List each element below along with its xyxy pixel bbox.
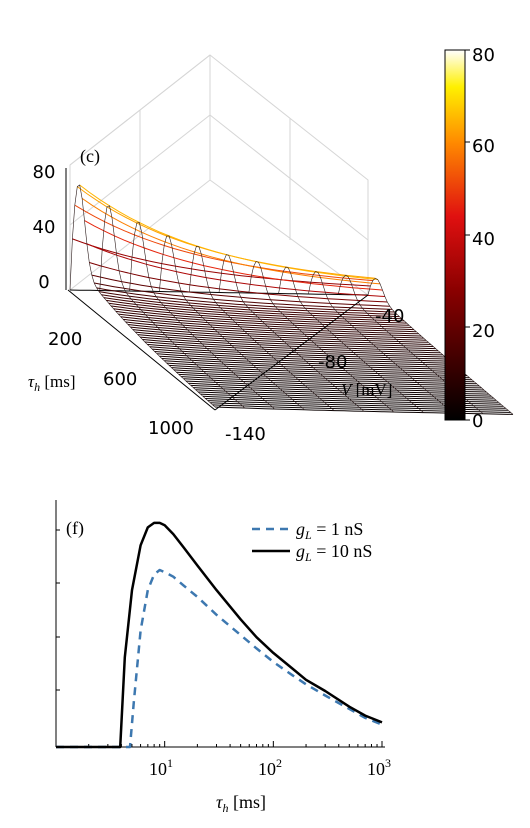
- v-tick-m80: -80: [318, 352, 347, 373]
- tau-tick-200: 200: [48, 329, 82, 350]
- colorbar-gradient: [444, 49, 466, 421]
- panel-f: (f) gL = 1 nS gL = 10 nS 101 102 103 τh …: [55, 500, 391, 815]
- tau-axis: 200 600 1000 τh [ms]: [28, 289, 216, 439]
- surface-line: [86, 243, 385, 297]
- panel-c: 80 40 0 (c) 200 600 1000 τh [ms] -40 -80…: [28, 45, 514, 445]
- v-tick-m40: -40: [375, 306, 404, 327]
- colorbar-tick-80: 80: [472, 45, 495, 66]
- series-line-gl-10ns: [56, 521, 383, 749]
- z-tick-80: 80: [33, 162, 56, 183]
- f-x-axis-label: τh [ms]: [216, 792, 266, 815]
- tau-tick-1000: 1000: [148, 418, 194, 439]
- legend-label-10nS: gL = 10 nS: [296, 541, 372, 564]
- colorbar-tick-40: 40: [472, 229, 495, 250]
- panel-c-label: (c): [80, 146, 100, 167]
- tau-tick-600: 600: [103, 369, 137, 390]
- surface-line: [72, 238, 371, 287]
- surface-mesh: [69, 184, 514, 415]
- v-tick-m140: -140: [225, 424, 266, 445]
- surface-line: [129, 222, 275, 410]
- surface-line: [278, 266, 424, 413]
- colorbar-tick-60: 60: [472, 136, 495, 157]
- surface-line: [99, 205, 245, 409]
- surface-line: [218, 254, 365, 412]
- f-xtick-10-3: 103: [367, 756, 391, 779]
- z-axis: 80 40 0: [33, 162, 67, 293]
- legend: gL = 1 nS gL = 10 nS: [252, 519, 372, 564]
- tau-axis-label: τh [ms]: [28, 372, 76, 394]
- panel-f-label: (f): [66, 518, 84, 539]
- colorbar-tick-0: 0: [472, 411, 483, 432]
- legend-label-1nS: gL = 1 nS: [296, 519, 363, 542]
- colorbar-tick-20: 20: [472, 321, 495, 342]
- surface-line: [74, 204, 373, 282]
- f-xtick-10-1: 101: [149, 756, 173, 779]
- surface-line: [79, 184, 378, 280]
- surface-line: [248, 261, 394, 413]
- surface-line: [159, 235, 305, 411]
- surface-line: [69, 184, 216, 408]
- surface-line: [308, 271, 454, 414]
- z-tick-40: 40: [33, 217, 56, 238]
- v-axis-label: V [mV]: [341, 380, 392, 399]
- series-line-gl-1ns: [56, 568, 383, 749]
- f-xtick-10-2: 102: [258, 756, 282, 779]
- f-lines: [56, 521, 383, 749]
- colorbar: 80 60 40 20 0: [444, 45, 495, 432]
- surface-line: [214, 406, 514, 415]
- surface-line: [77, 186, 376, 279]
- surface-box-grid: [69, 54, 369, 296]
- z-tick-0: 0: [38, 272, 49, 293]
- v-axis: -40 -80 -140 V [mV]: [214, 294, 404, 445]
- f-x-ticks: [55, 741, 383, 747]
- surface-line: [188, 245, 335, 411]
- surface-line: [367, 277, 514, 415]
